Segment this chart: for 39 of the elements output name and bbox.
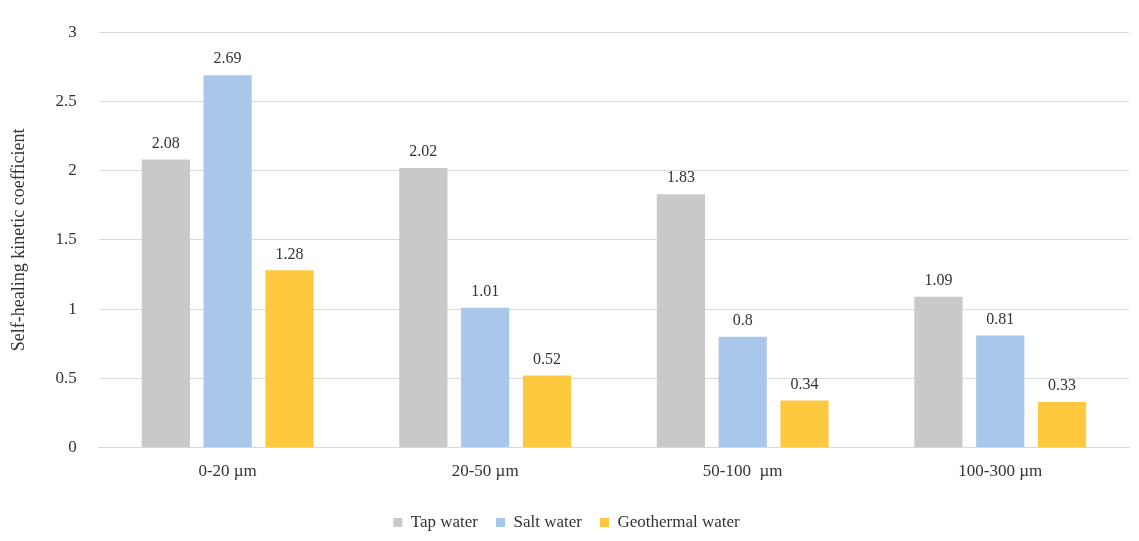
x-tick-label: 0-20 µm [198,461,257,481]
legend-label: Geothermal water [617,511,741,531]
y-tick-label: 1 [68,298,77,318]
y-tick-label: 0 [68,437,77,457]
bar [718,336,767,448]
y-tick-label: 2 [68,160,77,180]
data-label: 2.69 [213,49,242,67]
y-tick-label: 2.5 [55,90,77,110]
data-label: 0.33 [1048,376,1077,394]
y-tick-label: 1.5 [55,229,77,249]
bar [141,159,190,448]
bar [780,400,829,448]
legend-label: Tap water [410,511,479,531]
data-label: 0.34 [790,374,819,392]
data-label: 0.8 [732,311,753,329]
bar [399,167,448,448]
bar [976,335,1025,448]
bar [461,307,510,448]
data-label: 1.09 [924,270,953,288]
y-tick-label: 0.5 [55,367,77,387]
data-label: 2.02 [409,142,438,160]
x-tick-label: 50-100 µm [702,461,783,481]
x-tick-label: 100-300 µm [958,461,1043,481]
legend-label: Salt water [513,511,583,531]
y-tick-label: 3 [68,21,77,41]
bar [522,375,572,448]
data-label: 1.83 [666,168,695,186]
bar [914,296,963,448]
data-label: 0.81 [986,309,1015,327]
data-label: 1.28 [275,244,304,262]
data-label: 2.08 [151,133,180,151]
bar [265,270,314,448]
bar [1037,401,1087,448]
data-label: 0.52 [532,349,561,367]
bar [203,75,252,448]
y-axis-title: Self-healing kinetic coefficient [7,128,28,352]
data-label: 1.01 [471,281,500,299]
bar [656,194,705,448]
x-tick-label: 20-50 µm [451,461,519,481]
